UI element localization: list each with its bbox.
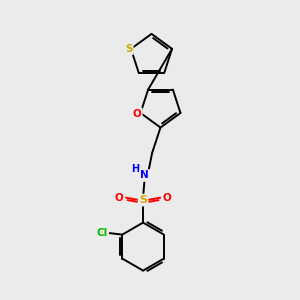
Text: O: O [133, 109, 141, 118]
Text: O: O [115, 193, 124, 203]
Text: N: N [140, 170, 149, 181]
Text: S: S [125, 44, 132, 54]
Text: O: O [163, 193, 172, 203]
Text: H: H [130, 164, 139, 174]
Text: S: S [139, 195, 147, 205]
Text: Cl: Cl [97, 228, 108, 238]
